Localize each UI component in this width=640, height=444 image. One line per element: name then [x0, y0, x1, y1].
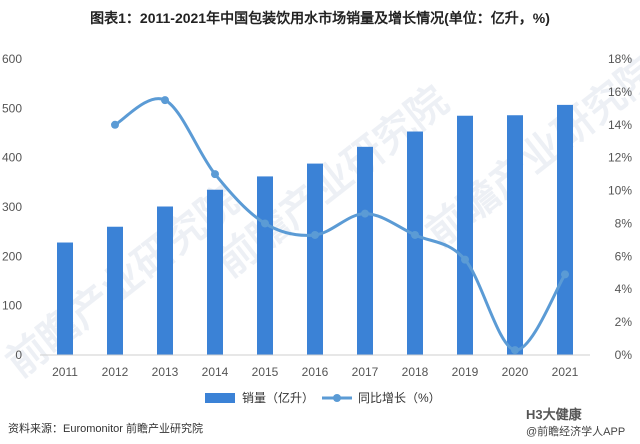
x-tick-2018: 2018	[402, 365, 429, 379]
growth-point-2021	[561, 270, 569, 279]
bar-2014	[207, 189, 223, 355]
growth-point-2018	[411, 230, 419, 239]
bar-2012	[107, 226, 123, 355]
y2-tick-18: 18%	[608, 52, 632, 66]
legend: 销量（亿升） 同比增长（%）	[205, 390, 441, 405]
x-tick-2017: 2017	[352, 365, 379, 379]
bar-2018	[407, 131, 423, 355]
y2-tick-16: 16%	[608, 85, 632, 99]
x-tick-2021: 2021	[552, 365, 579, 379]
logo-line1: H3大健康	[526, 407, 582, 422]
y2-tick-0: 0%	[615, 348, 633, 362]
y2-tick-12: 12%	[608, 151, 632, 165]
bar-group	[57, 104, 573, 356]
right-axis-ticks: 0% 2% 4% 6% 8% 10% 12% 14% 16% 18%	[608, 52, 632, 362]
growth-point-2015	[261, 219, 269, 228]
legend-label-bar: 销量（亿升）	[242, 390, 314, 405]
bar-2011	[57, 242, 73, 355]
x-tick-2011: 2011	[52, 365, 78, 379]
source-note: 资料来源：Euromonitor 前瞻产业研究院	[8, 423, 203, 435]
growth-point-2013	[161, 96, 169, 105]
growth-point-2012	[111, 120, 119, 129]
legend-label-line: 同比增长（%）	[358, 391, 441, 405]
left-axis-ticks: 0 100 200 300 400 500 600	[2, 52, 22, 362]
y2-tick-8: 8%	[615, 216, 633, 230]
growth-point-2016	[311, 230, 319, 239]
y-tick-600: 600	[2, 52, 22, 66]
growth-point-2020	[511, 346, 519, 355]
bar-2020	[507, 115, 523, 356]
y-tick-300: 300	[2, 200, 22, 214]
bar-2015	[257, 176, 273, 355]
logo-line2: @前瞻经济学人APP	[526, 426, 626, 438]
bar-2017	[357, 146, 373, 355]
publisher-logo: H3大健康 @前瞻经济学人APP	[526, 404, 625, 439]
legend-swatch-bar	[205, 393, 235, 403]
growth-point-2014	[211, 170, 219, 179]
bar-2016	[307, 163, 323, 355]
y2-tick-4: 4%	[615, 282, 633, 296]
x-tick-2013: 2013	[152, 365, 179, 379]
x-tick-2012: 2012	[102, 365, 129, 379]
line-group	[111, 96, 569, 355]
x-tick-2019: 2019	[452, 365, 479, 379]
x-tick-2020: 2020	[502, 365, 529, 379]
x-axis-ticks: 2011 2012 2013 2014 2015 2016 2017 2018 2019 2020…	[52, 365, 579, 379]
y-tick-100: 100	[2, 299, 22, 313]
legend-marker-line	[333, 394, 341, 402]
y2-tick-10: 10%	[608, 184, 632, 198]
y2-tick-6: 6%	[615, 249, 633, 263]
x-tick-2016: 2016	[302, 365, 329, 379]
y-tick-500: 500	[2, 101, 22, 115]
y-tick-200: 200	[2, 249, 22, 263]
bar-2019	[457, 115, 473, 355]
x-tick-2015: 2015	[252, 365, 279, 379]
y2-tick-14: 14%	[608, 118, 632, 132]
growth-point-2019	[461, 255, 469, 264]
y-tick-400: 400	[2, 151, 22, 165]
y-tick-0: 0	[15, 348, 22, 362]
x-tick-2014: 2014	[202, 365, 229, 379]
growth-point-2017	[361, 209, 369, 218]
growth-line	[114, 97, 567, 352]
bar-2021	[557, 104, 573, 355]
bar-2013	[157, 206, 173, 355]
y2-tick-2: 2%	[615, 315, 633, 329]
chart-title: 图表1：2011-2021年中国包装饮用水市场销量及增长情况(单位：亿升，%)	[90, 10, 550, 26]
